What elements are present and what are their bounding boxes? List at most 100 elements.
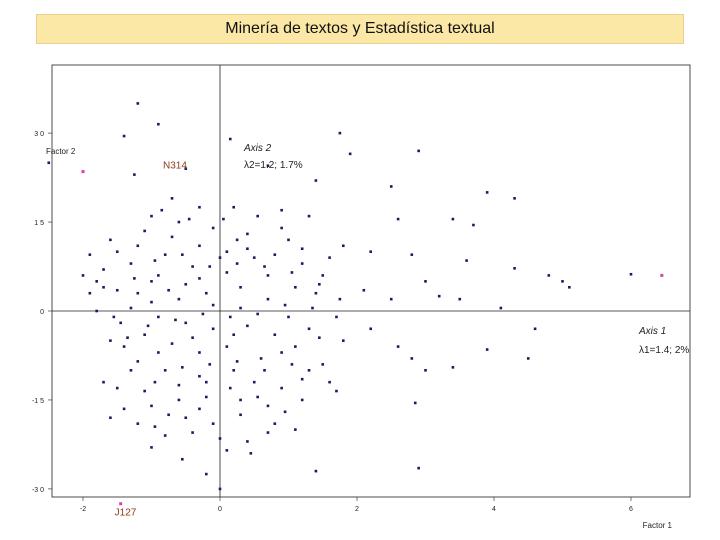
data-point xyxy=(102,268,105,271)
data-point xyxy=(513,197,516,200)
data-point xyxy=(211,303,215,307)
data-point xyxy=(95,309,98,313)
data-point xyxy=(273,333,277,337)
data-point xyxy=(163,369,167,372)
data-point xyxy=(311,306,314,310)
data-point xyxy=(417,466,420,470)
data-point xyxy=(160,208,164,212)
data-point xyxy=(413,401,417,405)
data-point xyxy=(81,274,85,277)
data-point xyxy=(129,262,133,265)
tick-labels-layer: -2 0 2 4 6 3 0 1 5 0 -1 5 -3 0 Factor 2 Factor 1 xyxy=(32,131,673,530)
data-point xyxy=(143,389,146,393)
data-point xyxy=(201,312,205,316)
data-point xyxy=(280,208,283,212)
data-point xyxy=(526,357,530,360)
data-point xyxy=(208,363,212,366)
data-point xyxy=(225,250,229,253)
data-point xyxy=(88,253,92,256)
data-point xyxy=(239,306,242,310)
x-tick-label: 2 xyxy=(355,506,359,513)
data-point xyxy=(389,185,393,188)
data-point xyxy=(314,179,318,182)
data-point xyxy=(256,395,259,399)
data-point xyxy=(321,274,325,277)
data-point xyxy=(533,327,537,331)
data-point xyxy=(335,315,338,319)
data-point xyxy=(513,267,516,270)
y-tick-label: -3 0 xyxy=(32,487,44,494)
data-point xyxy=(547,274,551,277)
data-point xyxy=(287,315,290,319)
data-point xyxy=(167,413,170,417)
data-point xyxy=(150,300,153,304)
plot-frame xyxy=(51,64,691,498)
data-point xyxy=(239,285,242,289)
data-point xyxy=(396,217,400,221)
y-tick-label: 1 5 xyxy=(34,220,44,227)
data-point xyxy=(112,315,116,319)
data-point xyxy=(239,398,242,402)
highlighted-point xyxy=(119,502,123,506)
data-point xyxy=(181,457,184,461)
data-point xyxy=(259,357,263,360)
data-point xyxy=(300,262,304,265)
data-point xyxy=(472,223,475,227)
data-point xyxy=(290,271,294,274)
data-point xyxy=(198,407,201,411)
data-point xyxy=(321,363,325,366)
data-point xyxy=(211,327,215,331)
data-point xyxy=(396,345,400,348)
data-point xyxy=(283,410,287,414)
data-point xyxy=(109,416,112,420)
axis2-name: Axis 2 xyxy=(243,143,272,154)
data-point xyxy=(115,386,119,390)
x-tick-label: 0 xyxy=(218,506,222,513)
data-point xyxy=(153,380,157,384)
data-point xyxy=(177,297,181,301)
points-layer: N314 J127 xyxy=(47,102,664,519)
data-point xyxy=(342,339,345,342)
data-point xyxy=(232,205,235,209)
data-point xyxy=(499,306,503,310)
data-point xyxy=(410,253,414,256)
data-point xyxy=(485,191,489,194)
data-point xyxy=(218,487,222,491)
data-point xyxy=(218,437,222,440)
data-point xyxy=(256,312,259,316)
data-point xyxy=(170,197,174,200)
data-point xyxy=(177,220,181,224)
y-axis-label: Factor 2 xyxy=(46,147,76,156)
data-point xyxy=(273,422,277,425)
data-point xyxy=(133,277,136,280)
data-point xyxy=(198,244,201,248)
data-point xyxy=(88,291,92,295)
data-point xyxy=(177,398,181,402)
chart-title: Minería de textos y Estadística textual xyxy=(36,14,684,44)
axis1-lambda: λ1=1.4; 2% xyxy=(639,345,689,356)
data-point xyxy=(246,440,249,443)
data-point xyxy=(198,277,201,280)
data-point xyxy=(294,428,297,431)
data-point xyxy=(410,357,414,360)
data-point xyxy=(273,253,277,256)
x-tick-label: 4 xyxy=(492,506,496,513)
data-point xyxy=(369,250,372,253)
data-point xyxy=(283,303,287,307)
data-point xyxy=(437,294,441,298)
data-point xyxy=(338,131,342,135)
data-point xyxy=(163,434,167,437)
data-point xyxy=(122,407,126,411)
data-point xyxy=(115,250,119,253)
data-point xyxy=(252,256,256,259)
data-point xyxy=(102,285,105,289)
data-point xyxy=(136,291,140,295)
data-point xyxy=(129,306,133,310)
data-point xyxy=(424,369,427,372)
data-point xyxy=(318,283,321,286)
data-point xyxy=(568,285,571,289)
data-point xyxy=(95,280,98,283)
data-point xyxy=(153,425,157,428)
data-point xyxy=(109,339,112,342)
data-point xyxy=(157,122,160,126)
